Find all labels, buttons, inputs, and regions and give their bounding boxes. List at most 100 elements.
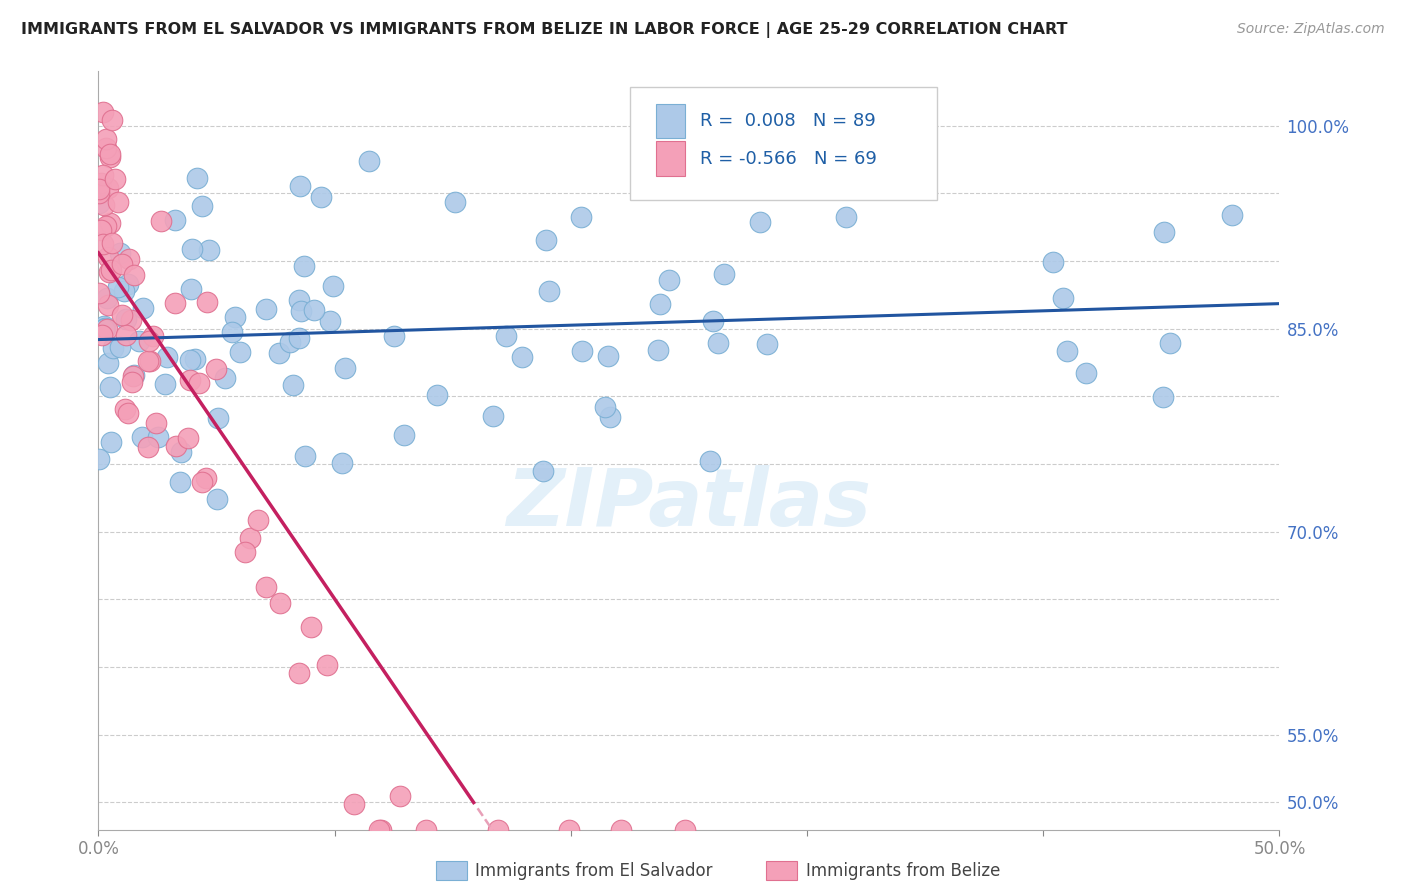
Point [749, 214, 772, 228]
Point [163, 295, 186, 310]
Point [571, 343, 593, 358]
Point [569, 210, 592, 224]
Point [94, 141, 117, 155]
Point [115, 312, 138, 326]
Point [156, 351, 179, 365]
Point [388, 789, 411, 804]
Point [229, 344, 252, 359]
Point [596, 349, 619, 363]
Point [94, 321, 117, 335]
Point [713, 267, 735, 281]
Point [165, 439, 187, 453]
Point [1152, 390, 1174, 404]
Point [104, 172, 127, 186]
Point [87, 182, 110, 196]
Text: Source: ZipAtlas.com: Source: ZipAtlas.com [1237, 22, 1385, 37]
Point [205, 362, 228, 376]
Point [87, 286, 110, 301]
Point [1159, 336, 1181, 351]
Point [138, 440, 160, 454]
Point [136, 354, 159, 368]
Point [1153, 225, 1175, 239]
Point [96, 291, 118, 305]
Point [304, 302, 326, 317]
Point [536, 233, 558, 247]
Point [510, 350, 533, 364]
Text: Immigrants from El Salvador: Immigrants from El Salvador [475, 862, 713, 880]
Point [287, 293, 309, 307]
Point [107, 194, 129, 209]
Point [93, 319, 115, 334]
Point [177, 431, 200, 445]
Point [118, 252, 141, 267]
Point [97, 298, 120, 312]
Point [90, 223, 112, 237]
Point [90, 177, 112, 191]
Point [322, 279, 344, 293]
Point [100, 235, 122, 250]
Point [330, 456, 353, 470]
Point [179, 352, 201, 367]
Point [835, 210, 858, 224]
Point [205, 491, 228, 506]
Text: ZIPatlas: ZIPatlas [506, 465, 872, 542]
Point [343, 797, 366, 811]
Point [153, 376, 176, 391]
Point [98, 216, 121, 230]
Point [87, 186, 110, 201]
Point [169, 475, 191, 490]
Point [94, 132, 117, 146]
Point [486, 822, 509, 837]
Point [538, 285, 561, 299]
Point [149, 214, 172, 228]
Point [170, 444, 193, 458]
Point [186, 170, 208, 185]
Point [107, 280, 129, 294]
Point [100, 146, 122, 161]
FancyBboxPatch shape [655, 142, 685, 176]
Point [254, 301, 277, 316]
Point [319, 314, 342, 328]
Point [179, 373, 201, 387]
Point [100, 263, 122, 277]
Point [593, 400, 616, 414]
Point [294, 449, 316, 463]
Point [214, 371, 236, 385]
Point [188, 376, 211, 391]
Point [114, 402, 136, 417]
Point [1052, 291, 1074, 305]
Point [384, 329, 406, 343]
Point [495, 328, 517, 343]
Point [415, 822, 437, 837]
Point [1042, 255, 1064, 269]
Point [443, 195, 465, 210]
Point [93, 198, 115, 212]
Point [335, 360, 357, 375]
Point [96, 219, 118, 234]
Point [114, 327, 136, 342]
Point [96, 322, 118, 336]
Text: R = -0.566   N = 69: R = -0.566 N = 69 [700, 150, 876, 168]
Text: Immigrants from Belize: Immigrants from Belize [806, 862, 1000, 880]
FancyBboxPatch shape [655, 103, 685, 137]
Point [108, 245, 131, 260]
Point [288, 665, 311, 680]
Point [101, 113, 124, 128]
Point [121, 368, 143, 383]
Point [98, 380, 121, 394]
Point [756, 337, 779, 351]
Point [131, 430, 153, 444]
Point [89, 452, 111, 467]
Point [706, 335, 728, 350]
Point [121, 375, 143, 389]
Point [112, 284, 135, 298]
Point [184, 351, 207, 366]
Point [91, 237, 114, 252]
Point [299, 620, 322, 634]
Point [278, 334, 301, 349]
Point [221, 325, 243, 339]
Point [181, 242, 204, 256]
Point [191, 475, 214, 489]
Point [239, 531, 262, 545]
Point [246, 513, 269, 527]
